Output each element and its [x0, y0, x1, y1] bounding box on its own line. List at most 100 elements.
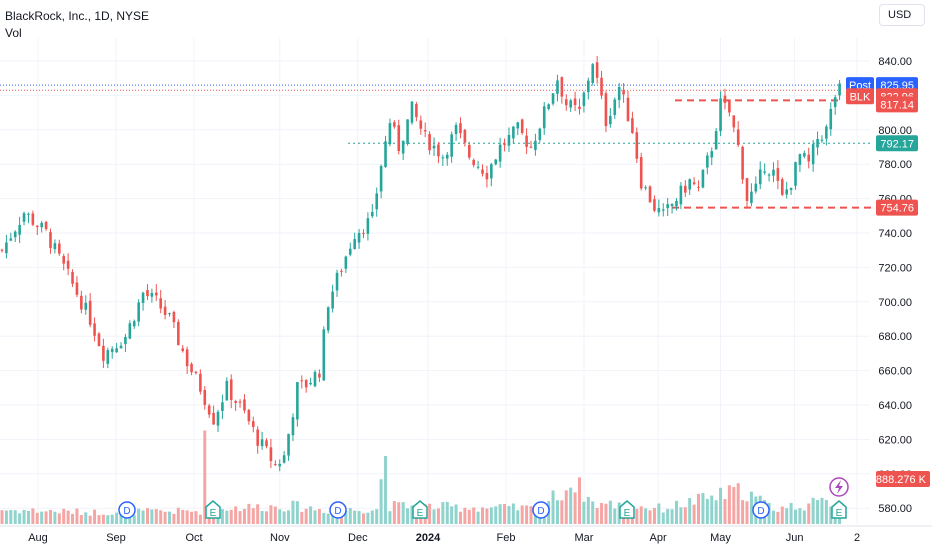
volume-bar [789, 502, 793, 524]
candle-body [825, 126, 828, 139]
candle-body [551, 93, 555, 104]
volume-bar [555, 500, 559, 524]
volume-bar [194, 511, 198, 524]
candle-body [454, 124, 458, 134]
level-label: 754.76 [880, 203, 914, 215]
x-tick-label: Feb [497, 532, 516, 544]
volume-bar [282, 511, 286, 524]
candle-body [282, 455, 286, 463]
volume-bar [494, 506, 498, 524]
candle-body [265, 440, 268, 447]
volume-bar [88, 515, 92, 524]
candle-body [379, 166, 383, 192]
candle-body [613, 99, 617, 116]
volume-bar [40, 511, 44, 524]
dividend-marker[interactable]: D [532, 501, 550, 519]
candle-body [159, 298, 163, 309]
candle-body [141, 292, 145, 303]
volume-bar [529, 506, 533, 524]
candle-body [445, 154, 449, 159]
candle-body [229, 379, 233, 400]
volume-bar [388, 511, 392, 524]
volume-bar [260, 511, 264, 524]
candle-body [124, 336, 127, 345]
volume-bar [780, 506, 784, 524]
price-tag-name: BLK [850, 91, 871, 103]
volume-label: 888.276 K [876, 474, 927, 486]
volume-bar [454, 504, 458, 524]
volume-bar [485, 508, 489, 524]
candle-body [697, 186, 700, 188]
lightning-icon[interactable] [829, 477, 849, 497]
volume-bar [0, 510, 4, 524]
volume-bar [701, 493, 705, 524]
candle-body [53, 243, 57, 250]
dividend-marker[interactable]: D [329, 501, 347, 519]
candle-body [516, 122, 520, 129]
candle-body [485, 173, 489, 180]
price-tag-name-bg [846, 88, 874, 105]
volume-bar [688, 498, 692, 524]
candle-body [397, 125, 401, 152]
volume-bar [273, 506, 277, 524]
candle-body [13, 231, 17, 238]
volume-bar [666, 508, 670, 524]
candle-body [754, 183, 758, 192]
candle-body [780, 179, 784, 195]
volume-bar [476, 511, 480, 524]
candle-body [168, 313, 171, 315]
volume-bar [736, 483, 740, 524]
volume-bar [190, 511, 194, 524]
candle-body [247, 409, 251, 422]
candle-body [335, 272, 339, 291]
candle-body [238, 401, 242, 403]
volume-bar [560, 500, 564, 524]
candle-body [256, 429, 259, 446]
volume-bar [97, 515, 101, 524]
candle-body [357, 232, 361, 243]
candle-body [631, 118, 634, 134]
candle-body [776, 168, 780, 181]
volume-bar [198, 514, 202, 524]
volume-bar [220, 509, 224, 524]
earnings-marker[interactable]: E [412, 500, 428, 519]
levels [0, 84, 872, 209]
volume-bar [119, 510, 123, 524]
candle-body [309, 382, 312, 385]
candle-body [507, 134, 511, 146]
candle-body [212, 412, 215, 425]
x-tick-label: Aug [28, 532, 48, 544]
earnings-marker[interactable]: E [831, 500, 847, 519]
volume-bar [168, 511, 172, 524]
x-tick-label: Sep [106, 532, 126, 544]
earnings-marker[interactable]: E [205, 500, 221, 519]
y-tick-label: 620.00 [878, 434, 912, 446]
candle-body [194, 371, 198, 374]
volume-bar [503, 503, 507, 524]
volume-bar [489, 507, 493, 524]
candle-body [714, 131, 718, 150]
dividend-marker[interactable]: D [752, 501, 770, 519]
candle-body [450, 134, 453, 157]
candle-body [269, 447, 273, 462]
volume-bar [714, 500, 718, 524]
volume-bar [639, 506, 643, 524]
volume-label-bg [876, 471, 930, 487]
candle-body [203, 389, 207, 405]
candle-body [172, 311, 176, 323]
marker-letter: E [210, 508, 217, 519]
volume-bar [287, 510, 291, 524]
y-tick-label: 580.00 [878, 503, 912, 515]
volume-bar [101, 514, 105, 524]
currency-selector[interactable]: USD [879, 4, 925, 26]
candle-body [62, 256, 66, 264]
volume-indicator-label[interactable]: Vol [5, 26, 22, 40]
volume-bar [635, 508, 639, 524]
dividend-marker[interactable]: D [118, 501, 136, 519]
volume-bar [234, 506, 238, 524]
candle-body [569, 100, 572, 108]
earnings-marker[interactable]: E [619, 500, 635, 519]
x-tick-label: 2 [854, 532, 860, 544]
